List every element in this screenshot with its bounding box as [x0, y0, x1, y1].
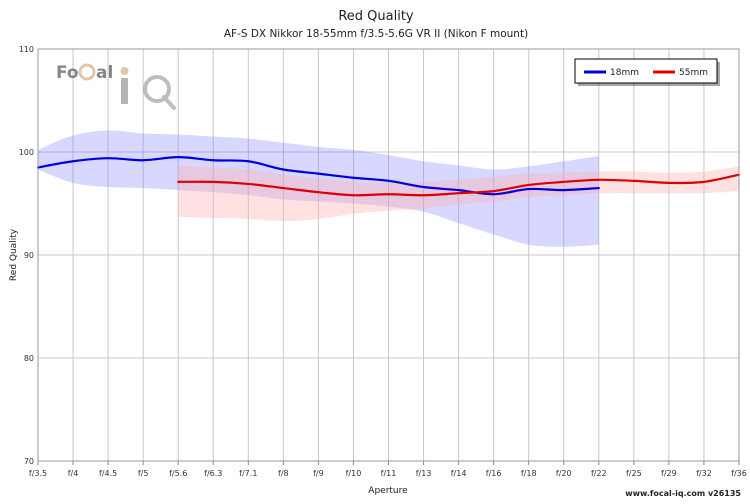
x-tick-label: f/5.6 [169, 469, 187, 478]
y-tick-labels: 70 80 90 100 110 [19, 45, 34, 466]
x-tick-label: f/22 [591, 469, 607, 478]
x-tick-label: f/20 [556, 469, 572, 478]
x-axis-title: Aperture [368, 486, 408, 496]
data-point-55mm [633, 180, 635, 182]
grid-layer [37, 48, 740, 465]
data-point-55mm [527, 184, 530, 186]
x-tick-label: f/13 [416, 469, 432, 478]
y-tick-label: 100 [19, 148, 34, 157]
x-tick-label: f/10 [346, 469, 362, 478]
x-tick-label: f/9 [313, 469, 324, 478]
data-point-18mm [457, 189, 460, 191]
data-point-18mm [142, 159, 144, 162]
x-tick-label: f/11 [381, 469, 397, 478]
x-tick-label: f/16 [486, 469, 502, 478]
x-tick-label: f/18 [521, 469, 537, 478]
x-tick-label: f/4.5 [99, 469, 117, 478]
y-tick-label: 90 [24, 251, 34, 260]
data-point-55mm [317, 191, 320, 193]
data-point-55mm [703, 181, 705, 183]
data-point-18mm [422, 186, 425, 188]
y-axis-title: Red Quality [9, 228, 19, 281]
data-point-55mm [352, 194, 355, 197]
data-point-18mm [72, 160, 74, 163]
confidence-band-18mm [38, 130, 599, 247]
x-tick-labels: f/3.5 f/4 f/4.5 f/5 f/5.6 f/6.3 f/7.1 f/8 f/9 f/1… [29, 469, 747, 478]
data-point-55mm [387, 193, 390, 196]
x-tick-label: f/7.1 [239, 469, 257, 478]
data-point-18mm [387, 180, 390, 182]
data-point-18mm [562, 189, 565, 191]
x-tick-label: f/32 [696, 469, 712, 478]
x-tick-label: f/8 [278, 469, 289, 478]
data-point-55mm [457, 192, 460, 194]
x-tick-label: f/6.3 [204, 469, 222, 478]
data-point-18mm [282, 168, 285, 171]
x-tick-label: f/3.5 [29, 469, 47, 478]
data-point-18mm [352, 176, 355, 179]
x-tick-label: f/29 [661, 469, 677, 478]
line-layer [36, 156, 741, 197]
data-point-55mm [562, 181, 565, 183]
data-point-55mm [668, 182, 670, 184]
y-tick-label: 70 [24, 457, 34, 466]
svg-text:Fo: Fo [56, 63, 79, 83]
data-point-55mm [422, 194, 425, 197]
y-tick-label: 110 [19, 45, 34, 54]
data-point-55mm [177, 181, 179, 183]
data-point-18mm [492, 193, 495, 196]
data-point-18mm [598, 187, 600, 189]
x-tick-label: f/5 [138, 469, 149, 478]
focal-iq-logo: Fo al [56, 63, 176, 110]
chart-title: Red Quality [338, 9, 414, 24]
x-tick-label: f/4 [68, 469, 79, 478]
data-point-18mm [527, 188, 530, 190]
legend-label-55mm: 55mm [679, 68, 708, 78]
data-point-18mm [107, 157, 109, 159]
data-point-55mm [492, 190, 495, 192]
y-tick-label: 80 [24, 354, 34, 363]
data-point-18mm [177, 156, 179, 158]
data-point-18mm [247, 160, 250, 163]
x-tick-label: f/14 [451, 469, 467, 478]
legend-label-18mm: 18mm [610, 68, 639, 78]
data-point-55mm [598, 179, 600, 181]
svg-text:al: al [96, 63, 113, 83]
x-tick-label: f/25 [626, 469, 642, 478]
data-point-55mm [247, 183, 250, 185]
footer-credit: www.focal-iq.com v26135 [625, 489, 741, 498]
chart-subtitle: AF-S DX Nikkor 18-55mm f/3.5-5.6G VR II … [224, 28, 528, 40]
plot-frame [37, 48, 740, 462]
legend: 18mm 55mm [574, 58, 720, 86]
data-point-18mm [212, 159, 215, 162]
data-point-55mm [282, 187, 285, 189]
x-tick-label: f/36 [731, 469, 747, 478]
data-point-18mm [317, 172, 320, 175]
data-point-55mm [212, 181, 215, 183]
